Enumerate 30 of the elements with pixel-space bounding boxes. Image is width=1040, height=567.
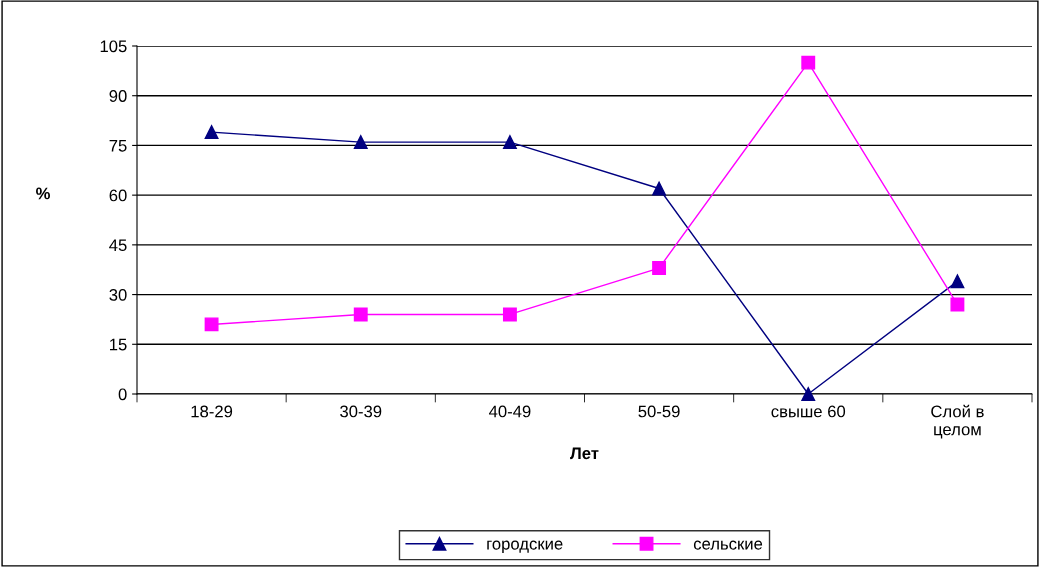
x-tick-label: Слой в целом: [931, 404, 984, 439]
point: [353, 135, 368, 150]
x-tick-label: 50-59: [638, 405, 680, 418]
x-tick-label: 30-39: [340, 405, 382, 418]
x-axis-title: Лет: [570, 447, 599, 460]
point: [204, 317, 219, 332]
point: [204, 125, 219, 140]
point: [801, 387, 816, 401]
y-tick-label: 90: [109, 90, 127, 102]
point: [502, 307, 517, 322]
legend-label: сельские: [693, 540, 763, 550]
y-axis-title: %: [36, 187, 50, 200]
y-tick-label: 105: [100, 40, 127, 53]
point: [801, 55, 816, 70]
point: [652, 261, 667, 276]
y-tick-label: 45: [109, 239, 127, 252]
point: [950, 297, 965, 312]
x-tick-label: 40-49: [488, 405, 531, 418]
point: [652, 181, 667, 196]
y-tick-label: 60: [109, 189, 127, 202]
point: [950, 274, 965, 289]
point: [502, 135, 517, 150]
x-tick-label: 18-29: [191, 405, 233, 418]
y-tick-label: 0: [118, 388, 127, 401]
x-tick-label: свыше 60: [771, 405, 846, 418]
y-tick-label: 30: [109, 288, 127, 301]
y-tick-label: 75: [109, 140, 127, 152]
point: [353, 307, 368, 322]
legend-label: городские: [487, 540, 563, 553]
y-tick-label: 15: [110, 338, 127, 351]
